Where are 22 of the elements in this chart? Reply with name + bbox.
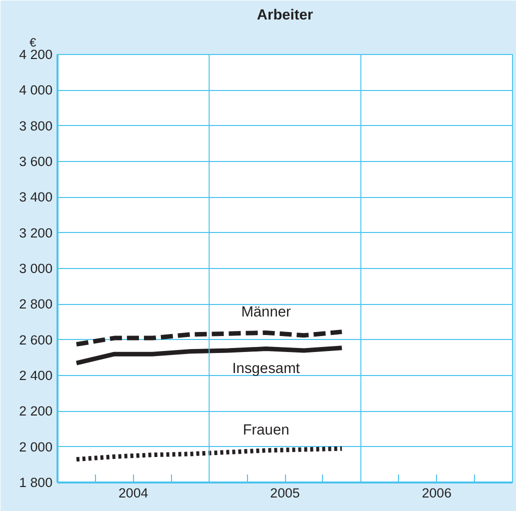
y-tick-label: 3 000 xyxy=(19,261,53,276)
y-tick-label: 3 200 xyxy=(19,225,53,240)
series-label: Männer xyxy=(241,304,292,321)
y-tick-label: 2 800 xyxy=(19,296,53,312)
x-tick-label: 2005 xyxy=(270,486,300,500)
y-tick-label: 2 400 xyxy=(19,368,53,383)
y-tick-label: 3 400 xyxy=(19,190,53,205)
line-series xyxy=(74,330,344,347)
series-label: Frauen xyxy=(242,422,290,438)
y-tick-label: 2 200 xyxy=(19,404,53,419)
y-tick-label: 3 600 xyxy=(19,154,53,169)
x-tick-label: 2006 xyxy=(422,486,452,500)
y-axis-title: € xyxy=(30,36,36,50)
series-label: Insgesamt xyxy=(232,360,300,377)
y-tick-label: 2 000 xyxy=(19,439,53,454)
y-tick-label: 4 000 xyxy=(19,82,53,98)
y-tick-label: 3 800 xyxy=(19,118,53,134)
chart-title: Arbeiter xyxy=(256,8,314,24)
x-tick-label: 2004 xyxy=(118,486,149,500)
y-tick-label: 2 600 xyxy=(19,332,53,348)
y-tick-label: 4 200 xyxy=(19,47,53,62)
y-tick-label: 1 800 xyxy=(19,475,53,490)
